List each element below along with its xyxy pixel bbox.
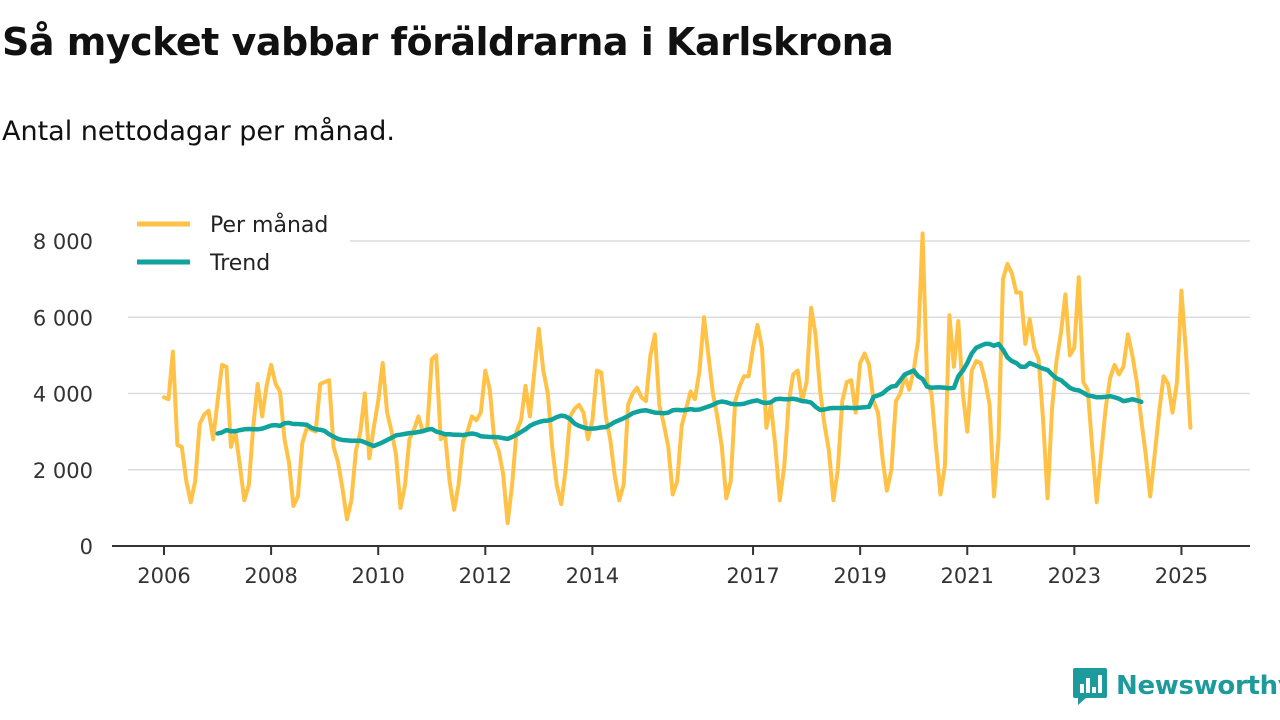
- y-tick-label: 0: [80, 535, 93, 559]
- newsworthy-logo-icon: [1073, 668, 1107, 705]
- x-tick-label: 2025: [1155, 564, 1208, 588]
- y-tick-label: 8 000: [33, 230, 93, 254]
- brand-name: Newsworthy: [1116, 671, 1280, 701]
- series-line-trend: [215, 341, 1144, 449]
- y-tick-label: 4 000: [33, 383, 93, 407]
- legend: Per månad Trend: [128, 205, 350, 283]
- x-tick-label: 2008: [244, 564, 297, 588]
- series-lines: [162, 231, 1193, 526]
- legend-label-trend: Trend: [209, 251, 270, 276]
- x-tick-label: 2017: [726, 564, 779, 588]
- x-tick-label: 2010: [351, 564, 404, 588]
- chart-subtitle: Antal nettodagar per månad.: [2, 116, 395, 147]
- legend-label-per-manad: Per månad: [210, 212, 328, 238]
- x-axis-tick-labels: 2006 2008 2010 2012 2014 2017 2019 2021 2023 2025: [137, 564, 1208, 588]
- x-tick-label: 2021: [941, 564, 994, 588]
- x-tick-label: 2006: [137, 564, 190, 588]
- y-tick-label: 2 000: [33, 459, 93, 483]
- series-line-monthly: [162, 231, 1193, 526]
- y-tick-label: 6 000: [33, 306, 93, 330]
- x-tick-label: 2023: [1048, 564, 1101, 588]
- x-tick-label: 2012: [459, 564, 512, 588]
- x-tick-label: 2014: [566, 564, 619, 588]
- chart-title: Så mycket vabbar föräldrarna i Karlskron…: [2, 20, 894, 64]
- x-axis: [112, 545, 1250, 555]
- legend-background: [128, 205, 350, 283]
- x-tick-label: 2019: [833, 564, 886, 588]
- y-axis-tick-labels: 0 2 000 4 000 6 000 8 000: [33, 230, 93, 559]
- newsworthy-logo: Newsworthy: [1072, 666, 1280, 706]
